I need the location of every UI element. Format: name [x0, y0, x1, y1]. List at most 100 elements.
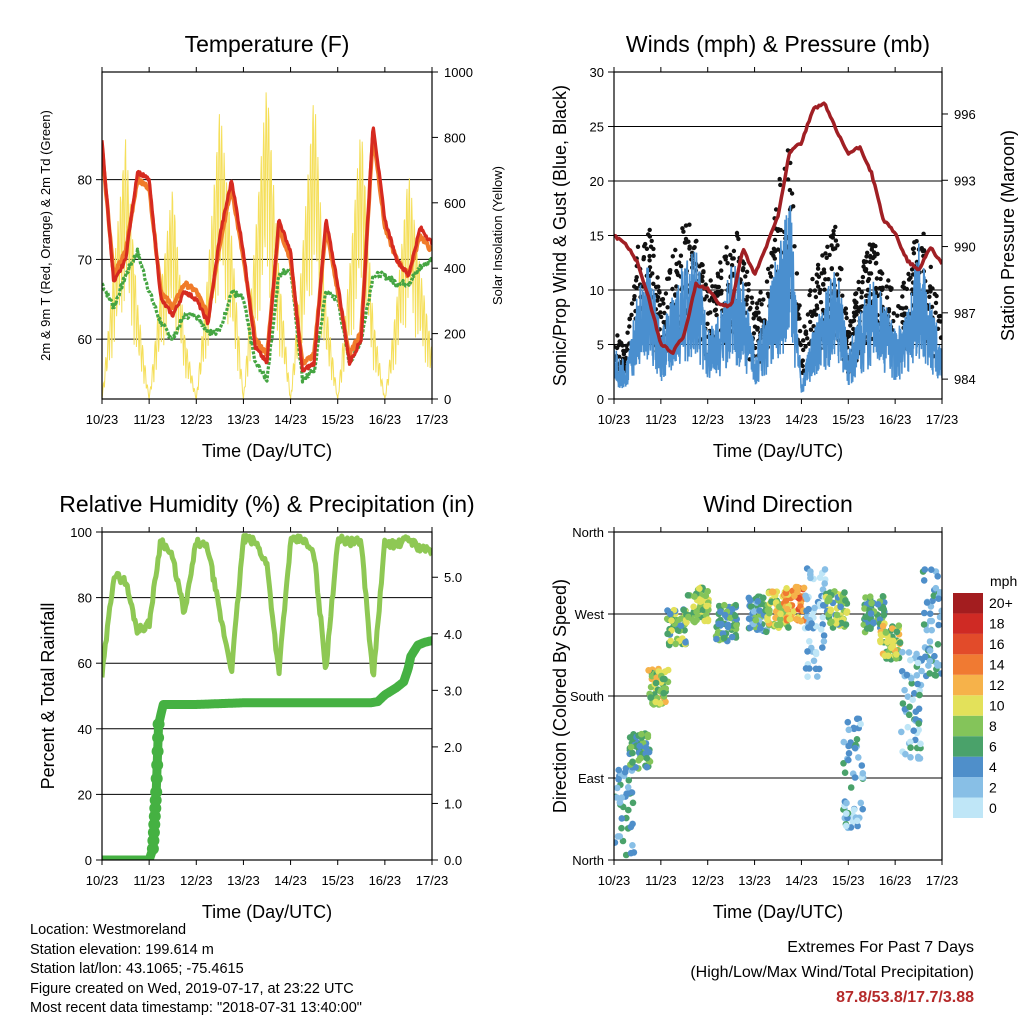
winds-title: Winds (mph) & Pressure (mb): [626, 31, 930, 57]
humidity-frame: [101, 531, 433, 861]
extremes-subtitle: (High/Low/Max Wind/Total Precipitation): [690, 964, 974, 981]
wind-direction-point: [746, 597, 754, 604]
wind-direction-point: [668, 617, 675, 624]
colorbar-label: 4: [989, 759, 997, 775]
wind-direction-point: [926, 647, 934, 654]
gust-point: [886, 309, 892, 314]
gust-point: [703, 282, 708, 287]
wind-direction-panel: Wind Direction North East South West North 10/…: [550, 491, 1017, 922]
wind-direction-point: [853, 715, 861, 723]
gust-point: [884, 295, 890, 300]
gust-point: [884, 284, 889, 289]
wind-direction-point: [691, 593, 698, 600]
wind-direction-xlabel: Time (Day/UTC): [713, 902, 843, 922]
humidity-ytick-right-label: 0.0: [444, 853, 462, 868]
gust-point: [872, 250, 877, 255]
wind-direction-xtick-label: 11/23: [645, 873, 677, 888]
wind-direction-point: [693, 608, 700, 616]
gust-point: [708, 278, 713, 283]
wind-direction-point: [696, 598, 704, 605]
gust-point: [801, 347, 806, 353]
gust-point: [803, 329, 809, 334]
gust-point: [661, 301, 666, 306]
colorbar-swatch: [953, 797, 983, 818]
gust-point: [663, 291, 669, 296]
wind-direction-point: [868, 599, 875, 607]
colorbar-swatch: [953, 695, 983, 716]
gust-point: [678, 264, 684, 269]
gust-point: [702, 297, 707, 302]
gust-point: [807, 341, 812, 346]
rain-total-point: [152, 718, 165, 731]
wind-direction-point: [770, 588, 777, 596]
gust-point: [852, 314, 857, 319]
gust-point: [746, 288, 751, 293]
gust-point: [673, 247, 678, 253]
td-series: [102, 247, 432, 384]
temperature-ytick-right-label: 1000: [444, 65, 473, 80]
gust-point: [811, 311, 816, 317]
wind-direction-point: [618, 824, 625, 832]
wind-direction-point: [904, 723, 912, 731]
gust-point: [814, 272, 819, 277]
winds-xtick-label: 10/23: [598, 412, 631, 427]
wind-direction-point: [626, 789, 634, 796]
wind-direction-point: [764, 606, 771, 614]
wind-direction-point: [850, 806, 858, 813]
temperature-ytick-right-label: 200: [444, 327, 466, 342]
figure-created: Figure created on Wed, 2019-07-17, at 23…: [30, 980, 354, 997]
temperature-xtick-label: 16/23: [369, 412, 402, 427]
gust-point: [908, 275, 913, 280]
winds-ytick-label: 25: [590, 120, 604, 135]
wind-direction-point: [916, 691, 923, 699]
wind-direction-point: [684, 592, 692, 599]
wind-direction-point: [929, 597, 936, 605]
temperature-xtick-label: 14/23: [274, 412, 307, 427]
winds-ytick-right-label: 987: [954, 306, 976, 321]
gust-point: [860, 274, 866, 280]
wind-direction-point: [625, 806, 632, 814]
gust-point: [772, 237, 778, 243]
wind-direction-point: [921, 609, 928, 617]
humidity-xtick-label: 15/23: [321, 873, 354, 888]
gust-point: [901, 280, 906, 285]
colorbar-label: 12: [989, 677, 1005, 693]
wind-direction-point: [825, 594, 833, 602]
wind-direction-point: [652, 679, 660, 687]
temperature-ytick-label: 60: [78, 332, 92, 347]
rain-total-point: [152, 731, 165, 744]
wind-direction-point: [841, 769, 849, 776]
winds-xtick-label: 13/23: [738, 412, 771, 427]
colorbar-swatch: [953, 736, 983, 757]
wind-direction-point: [750, 608, 758, 615]
gust-point: [747, 307, 752, 312]
wind-direction-point: [893, 628, 901, 636]
winds-xtick-label: 16/23: [879, 412, 912, 427]
gust-point: [754, 301, 760, 306]
gust-point: [846, 334, 851, 339]
gust-point: [683, 223, 689, 228]
wind-direction-point: [807, 568, 814, 575]
gust-point: [725, 261, 730, 266]
wind-direction-point: [880, 611, 888, 619]
wind-direction-point: [637, 754, 644, 762]
gust-point: [655, 298, 660, 303]
extremes-title: Extremes For Past 7 Days: [787, 939, 974, 956]
wind-direction-point: [704, 616, 712, 623]
wind-direction-point: [870, 619, 877, 626]
temperature-ytick-label: 70: [78, 252, 92, 267]
gust-point: [687, 222, 692, 227]
gust-point: [723, 257, 728, 262]
temperature-ylabel-right: Solar Insolation (Yellow): [490, 166, 505, 305]
humidity-ylabel: Percent & Total Rainfall: [38, 603, 58, 790]
wind-direction-point: [867, 610, 875, 617]
wind-direction-point: [614, 784, 621, 792]
wind-direction-point: [857, 799, 865, 807]
wind-direction-point: [680, 606, 687, 614]
gust-point: [929, 304, 935, 310]
wind-direction-point: [905, 649, 913, 656]
wind-direction-point: [882, 629, 890, 636]
wind-direction-point: [936, 613, 942, 621]
wind-direction-point: [926, 610, 934, 617]
gust-point: [805, 312, 811, 317]
